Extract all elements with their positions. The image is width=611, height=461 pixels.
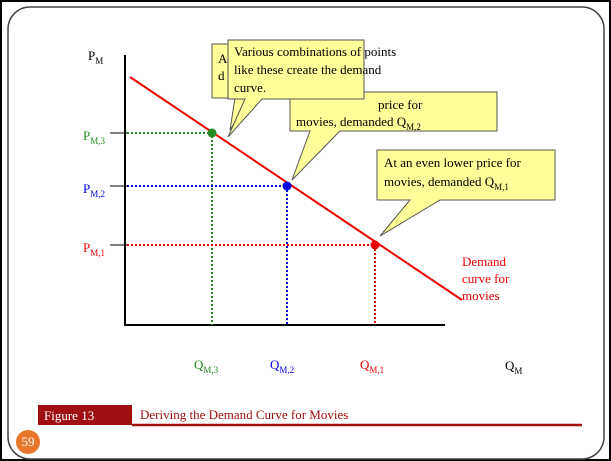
y-axis-label: PM: [88, 48, 103, 66]
curve-label: Demand: [462, 254, 507, 269]
quantity-label: QM,3: [194, 357, 219, 375]
figure-box: [38, 405, 132, 425]
curve-label: movies: [462, 288, 500, 303]
price-label: PM,2: [83, 181, 105, 199]
callout-text: Various combinations of points: [234, 44, 396, 59]
callout: [289, 91, 498, 181]
figure-caption: Deriving the Demand Curve for Movies: [140, 407, 348, 422]
curve-label: curve for: [462, 271, 510, 286]
point-red: [370, 240, 380, 250]
callout-text: movies, demanded QM,2: [296, 114, 421, 132]
callout-text: price for: [378, 97, 423, 112]
point-green: [207, 128, 217, 138]
page-number: 59: [22, 434, 35, 449]
figure-number: Figure 13: [44, 408, 94, 423]
price-label: PM,3: [83, 128, 105, 146]
callout-text: movies, demanded QM,1: [384, 174, 509, 192]
callout-text: A: [218, 51, 228, 66]
callout-text: like these create the demand: [234, 62, 382, 77]
slide-border: [7, 6, 605, 460]
callout: [227, 39, 365, 138]
x-axis-label: QM: [505, 358, 522, 376]
price-label: PM,1: [83, 240, 105, 258]
demand-curve: [129, 76, 463, 301]
callout-text: At an even lower price for: [384, 155, 521, 170]
callout: [376, 149, 556, 237]
callout-text: curve.: [234, 80, 266, 95]
point-blue: [282, 181, 292, 191]
quantity-label: QM,1: [360, 357, 384, 375]
quantity-label: QM,2: [270, 357, 294, 375]
callout-text: d: [218, 68, 225, 83]
page-badge: [16, 430, 40, 454]
